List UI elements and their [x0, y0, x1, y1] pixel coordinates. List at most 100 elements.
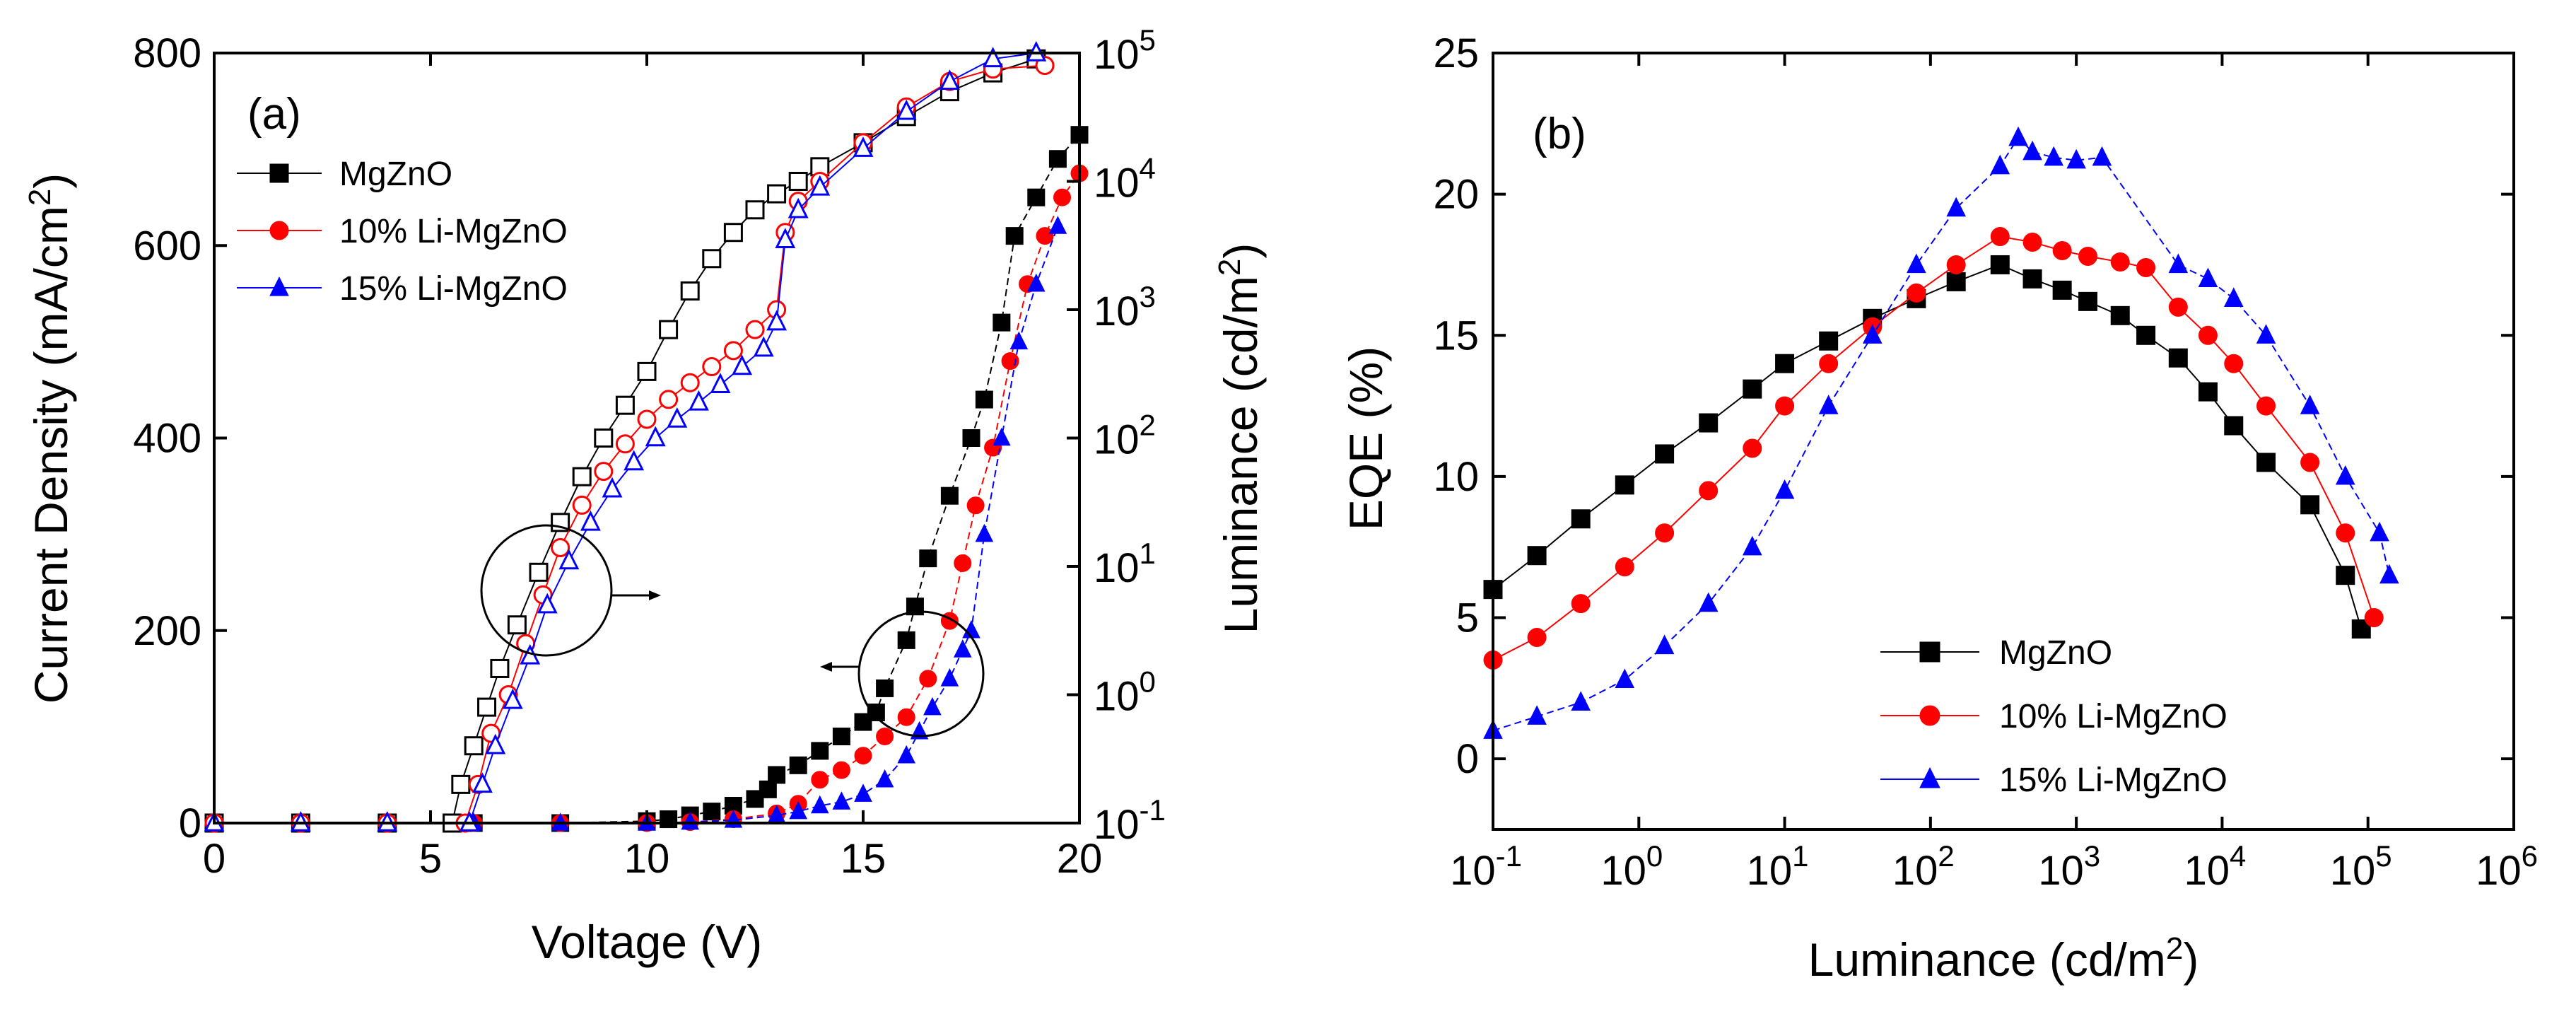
panel-b-series-0-point: [2256, 453, 2276, 472]
panel-b: 10-1 100 101 102 103 104 105 106 0 5 10 15 20 25 MgZn…: [1340, 30, 2538, 986]
panel-b-y-tick-label: 15: [1433, 313, 1479, 358]
panel-a-series-5-point: [485, 733, 506, 754]
panel-b-series-2-point: [2168, 253, 2189, 274]
panel-a-series-0-line: [214, 134, 1080, 824]
panel-b-series-1-point: [1615, 557, 1634, 577]
panel-a-series-2-point: [953, 639, 972, 658]
panel-a-series-4-point: [572, 495, 592, 515]
panel-a-label: (a): [247, 90, 301, 139]
panel-b-series-2-point: [1698, 592, 1719, 612]
panel-a-series-0-point: [940, 486, 959, 505]
panel-b-series-2-point: [1527, 705, 1547, 725]
panel-b-x-axis-title-sup: 2: [2166, 931, 2183, 966]
panel-a-series-2-point: [910, 721, 929, 740]
panel-b-series-0-point: [1655, 444, 1675, 464]
panel-a-series-5-point: [645, 426, 666, 447]
panel-a-series-1-point: [832, 761, 850, 779]
panel-b-y-tick-label: 20: [1433, 172, 1479, 218]
panel-b-series-0-point: [2078, 291, 2097, 311]
panel-a-series-3-point: [594, 429, 614, 448]
panel-b-series-1-point: [2022, 233, 2042, 252]
panel-b-series-2-point: [1774, 479, 1795, 499]
panel-a-series-5-point: [580, 510, 601, 531]
panel-a-series-2-point: [1026, 273, 1046, 292]
panel-a-y-right-tick-label: 100: [1094, 665, 1156, 720]
panel-a-series-4-point: [659, 390, 679, 409]
panel-a-series-3-point: [572, 467, 592, 486]
panel-a-series-1-point: [854, 747, 872, 765]
panel-a-series-3-point: [529, 562, 549, 582]
panel-b-legend-marker: [1919, 705, 1940, 726]
panel-b-series-0-point: [2336, 566, 2355, 585]
panel-b-series-0-point: [1615, 475, 1634, 495]
panel-b-series-1-point: [1907, 283, 1926, 303]
panel-a-series-5-point: [537, 593, 558, 614]
panel-a-x-tick-label: 20: [1057, 836, 1103, 882]
panel-a-x-tick-label: 10: [624, 836, 670, 882]
panel-a-series-4-point: [615, 434, 635, 454]
panel-b-ticks: 10-1 100 101 102 103 104 105 106 0 5 10 15 20 25: [1433, 30, 2537, 894]
panel-b-legend-marker: [1919, 766, 1940, 788]
panel-b-series-0-point: [2136, 325, 2156, 345]
panel-a-series-3-point: [723, 223, 743, 243]
panel-a-series-2-point: [1048, 216, 1067, 234]
panel-a-right-axis-title-sup: 2: [1212, 259, 1247, 276]
panel-a-series-4-point: [723, 341, 743, 361]
panel-b-y-tick-label: 25: [1433, 30, 1479, 76]
panel-b-series-0-point: [1775, 354, 1795, 373]
panel-a-series-5-point: [623, 450, 645, 471]
panel-b-series-0-point: [2110, 305, 2130, 325]
panel-a-series-0-point: [832, 727, 850, 745]
panel-b-x-axis-title-close: ): [2183, 933, 2199, 986]
panel-b-series-1-point: [2224, 354, 2244, 373]
panel-a-series-0-point: [811, 742, 829, 760]
panel-a-series-0-point: [962, 429, 980, 447]
panel-a-series-2-point: [875, 769, 894, 788]
panel-b-legend-marker: [1919, 641, 1940, 663]
panel-a-series-0-point: [993, 313, 1011, 332]
panel-a-series-0-point: [660, 810, 678, 829]
panel-a-right-axis-title-text: Luminance (cd/m: [1214, 276, 1267, 634]
panel-b-x-tick-label: 105: [2330, 839, 2392, 894]
panel-b-legend: MgZnO 10% Li-MgZnO 15% Li-MgZnO: [1880, 634, 2227, 799]
panel-b-x-tick-label: 100: [1600, 839, 1663, 894]
panel-a-series-1-point: [919, 670, 937, 688]
panel-b-x-axis-title-text: Luminance (cd/m: [1808, 933, 2166, 986]
panel-a-series-0-point: [1005, 227, 1024, 245]
panel-b-frame: [1492, 52, 2515, 831]
panel-b-y-tick-label: 0: [1456, 736, 1479, 782]
panel-a-series-group: [204, 40, 1089, 833]
panel-a-series-3-point: [490, 658, 510, 678]
panel-a-series-3-point: [745, 200, 765, 220]
panel-a-series-0-point: [876, 679, 894, 697]
panel-b-x-tick-label: 103: [2038, 839, 2100, 894]
panel-a-series-1-point: [876, 727, 894, 745]
panel-b-y-tick-label: 5: [1456, 595, 1479, 641]
panel-b-series-2-point: [1862, 324, 1883, 344]
panel-a-x-tick-label: 0: [203, 836, 226, 882]
panel-a-series-5-point: [689, 390, 709, 411]
panel-b-series-2-point: [1990, 154, 2010, 175]
panel-b-series-0-point: [1699, 413, 1719, 433]
panel-a-series-0-point: [975, 390, 993, 409]
panel-a-series-2-point: [975, 523, 994, 542]
panel-b-series-0-point: [1743, 379, 1762, 399]
panel-a-y-right-tick-label: 103: [1094, 280, 1156, 334]
panel-b-series-1-point: [2168, 297, 2188, 317]
panel-a-series-4-point: [594, 462, 614, 482]
panel-a-y-right-tick-label: 10-1: [1094, 793, 1166, 848]
panel-b-series-0-point: [1527, 546, 1547, 566]
panel-b-series-2-point: [1654, 634, 1675, 655]
panel-b-legend-label: 10% Li-MgZnO: [1999, 698, 2227, 735]
panel-a-series-5-point: [939, 69, 960, 91]
panel-a-series-1-point: [1001, 352, 1019, 371]
panel-a-series-1-point: [1036, 227, 1054, 245]
panel-b-series-1-point: [1990, 227, 2010, 247]
panel-a-series-4-point: [680, 373, 700, 392]
panel-a-y-left-tick-label: 200: [133, 608, 201, 654]
panel-a-series-0-point: [897, 631, 915, 649]
annotation-circle-current: [857, 610, 985, 738]
panel-a-series-2-point: [940, 668, 959, 687]
panel-b-series-2-point: [2256, 324, 2276, 344]
